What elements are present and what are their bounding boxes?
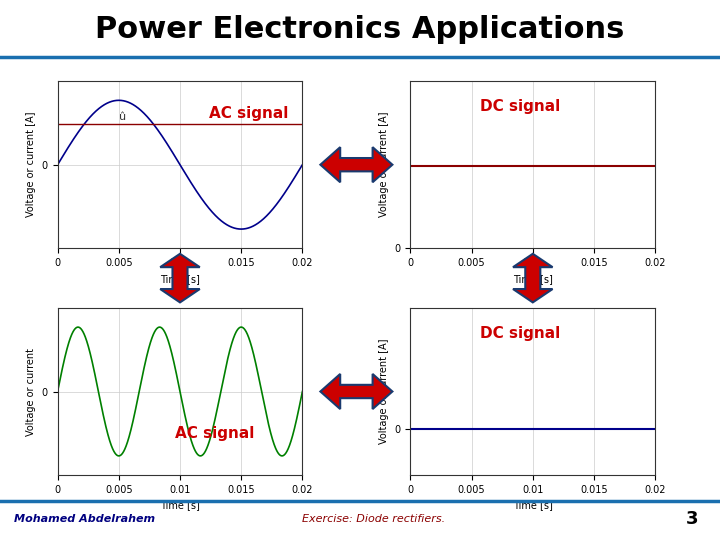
Text: AC signal: AC signal	[175, 427, 254, 441]
Y-axis label: Voltage or current [A]: Voltage or current [A]	[379, 339, 389, 444]
Text: AC signal: AC signal	[210, 106, 289, 121]
Text: Mohamed Abdelrahem: Mohamed Abdelrahem	[14, 515, 156, 524]
Y-axis label: Voltage or current: Voltage or current	[26, 348, 36, 435]
Y-axis label: Voltage or current [A]: Voltage or current [A]	[379, 112, 389, 218]
Text: DC signal: DC signal	[480, 99, 561, 114]
Text: 3: 3	[686, 510, 698, 529]
Y-axis label: Voltage or current [A]: Voltage or current [A]	[26, 112, 36, 218]
Text: û: û	[119, 112, 126, 123]
X-axis label: Time [s]: Time [s]	[160, 274, 200, 284]
Text: Power Electronics Applications: Power Electronics Applications	[95, 15, 625, 44]
Text: DC signal: DC signal	[480, 326, 561, 341]
X-axis label: Time [s]: Time [s]	[513, 274, 553, 284]
X-axis label: Time [s]: Time [s]	[513, 501, 553, 510]
Text: Exercise: Diode rectifiers.: Exercise: Diode rectifiers.	[302, 515, 446, 524]
X-axis label: Time [s]: Time [s]	[160, 501, 200, 510]
